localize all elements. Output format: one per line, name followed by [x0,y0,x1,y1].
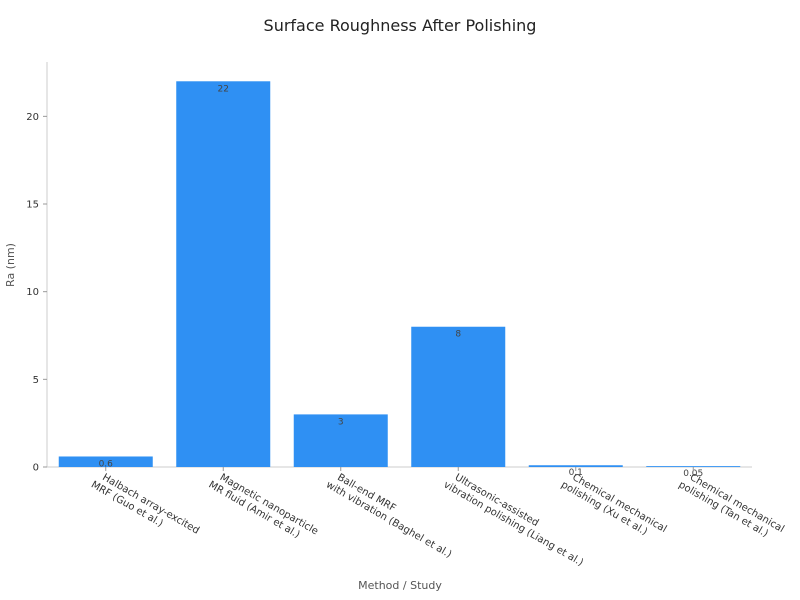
x-tick-label-line: Halbach array-excited [100,472,201,537]
data-label: 0.1 [569,468,583,478]
x-tick-label-line: with vibration (Baghel et al.) [324,479,453,560]
bar [176,81,271,468]
data-label: 22 [218,84,229,94]
bar [293,414,388,467]
data-label: 0.6 [99,459,114,469]
data-label: 8 [455,330,461,340]
y-tick-label: 20 [26,112,39,123]
y-tick-label: 0 [33,463,39,474]
x-axis-label: Method / Study [358,579,442,592]
y-tick-label: 5 [33,375,39,386]
y-axis-label: Ra (nm) [4,243,17,287]
y-tick-label: 15 [26,200,39,211]
bar [411,326,506,467]
bar [646,466,741,467]
x-tick-label-line: Magnetic nanoparticle [218,472,320,537]
data-label: 3 [338,417,344,427]
bar [528,465,623,467]
chart-title: Surface Roughness After Polishing [264,16,537,35]
bar [58,456,153,467]
y-tick-label: 10 [26,287,39,298]
x-tick-label-line: vibration polishing (Liang et al.) [442,479,586,568]
data-label: 0.05 [683,469,703,479]
